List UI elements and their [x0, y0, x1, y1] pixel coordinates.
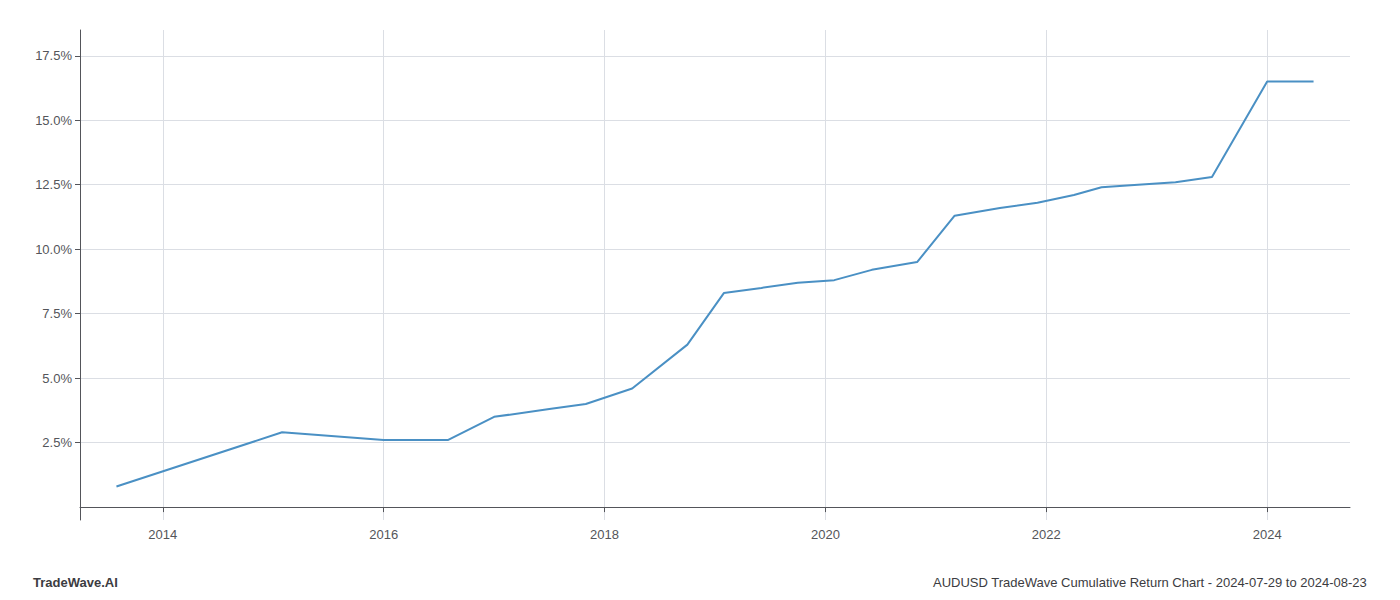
svg-text:17.5%: 17.5% — [35, 48, 72, 63]
svg-text:2022: 2022 — [1032, 527, 1061, 542]
svg-text:2.5%: 2.5% — [42, 435, 72, 450]
svg-text:2018: 2018 — [590, 527, 619, 542]
svg-text:10.0%: 10.0% — [35, 242, 72, 257]
svg-text:TradeWave.AI: TradeWave.AI — [33, 575, 118, 590]
svg-text:7.5%: 7.5% — [42, 306, 72, 321]
svg-text:2024: 2024 — [1253, 527, 1282, 542]
svg-text:12.5%: 12.5% — [35, 177, 72, 192]
svg-text:AUDUSD TradeWave Cumulative Re: AUDUSD TradeWave Cumulative Return Chart… — [933, 575, 1367, 590]
svg-text:2014: 2014 — [148, 527, 177, 542]
svg-text:2016: 2016 — [369, 527, 398, 542]
svg-text:5.0%: 5.0% — [42, 371, 72, 386]
svg-text:15.0%: 15.0% — [35, 113, 72, 128]
svg-text:2020: 2020 — [811, 527, 840, 542]
